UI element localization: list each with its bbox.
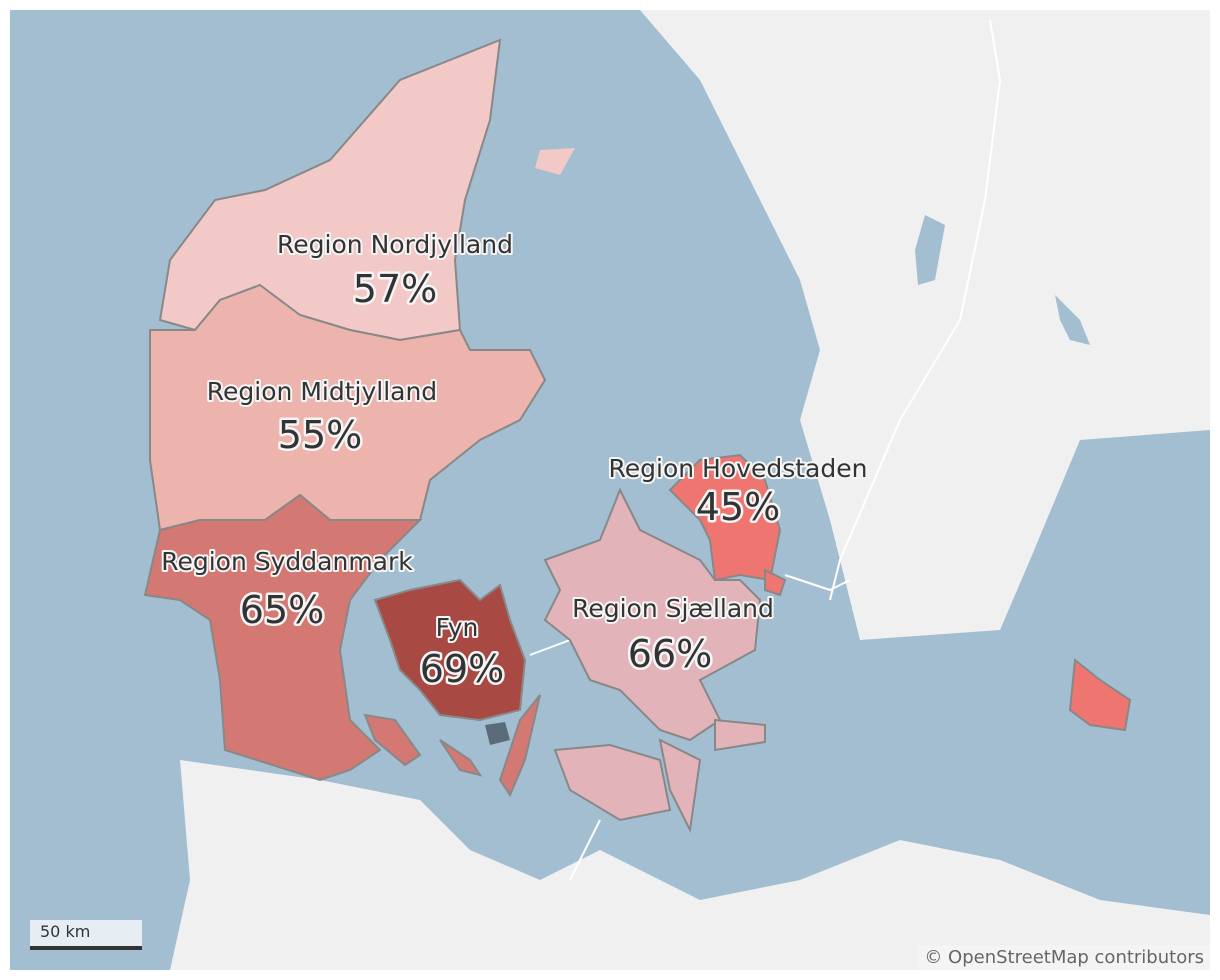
scale-bar: 50 km <box>30 920 142 950</box>
region-fyn[interactable] <box>373 578 527 722</box>
island-dark <box>485 722 510 745</box>
map[interactable]: Region Nordjylland 57% Region Midtjyllan… <box>10 10 1210 970</box>
region-hovedstaden[interactable] <box>668 453 1132 732</box>
map-canvas: Region Nordjylland 57% Region Midtjyllan… <box>143 10 1210 970</box>
region-value: 66% <box>628 632 712 676</box>
region-name: Region Sjælland <box>572 594 774 623</box>
region-syddanmark[interactable] <box>143 493 541 798</box>
scale-bar-label: 50 km <box>40 922 91 941</box>
region-name: Region Hovedstaden <box>609 454 868 483</box>
region-sjaelland[interactable] <box>543 487 766 834</box>
region-name: Region Syddanmark <box>161 547 413 576</box>
region-value: 45% <box>696 485 780 529</box>
region-value: 69% <box>420 647 504 691</box>
region-labels: Region Nordjylland 57% Region Midtjyllan… <box>159 228 869 694</box>
roads <box>529 19 1002 881</box>
region-nordjylland[interactable] <box>158 38 502 342</box>
region-value: 57% <box>353 267 437 311</box>
region-name: Region Midtjylland <box>207 377 437 406</box>
basemap-land <box>170 10 1210 970</box>
attribution[interactable]: © OpenStreetMap contributors <box>918 945 1210 970</box>
lakes <box>915 215 1090 345</box>
region-value: 65% <box>240 588 324 632</box>
region-value: 55% <box>278 413 362 457</box>
region-name: Region Nordjylland <box>277 230 513 259</box>
region-name: Fyn <box>436 613 479 642</box>
